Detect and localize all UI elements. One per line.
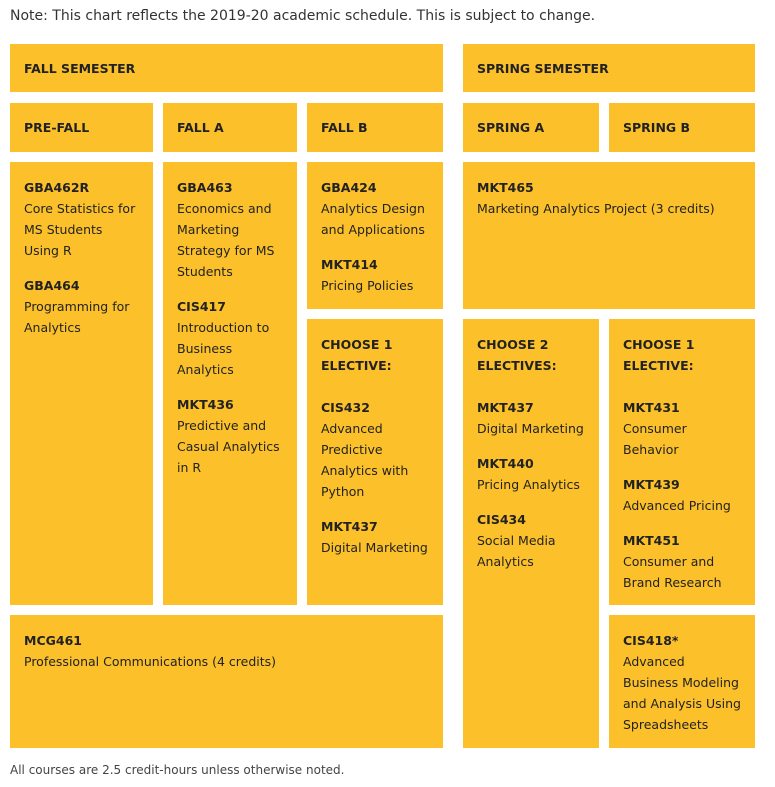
course-code: CIS434: [477, 512, 526, 527]
course-code: GBA463: [177, 180, 233, 195]
course-name: Social Media Analytics: [477, 533, 556, 569]
course-item: MKT414 Pricing Policies: [321, 254, 429, 296]
spring-semester-header: SPRING SEMESTER: [463, 44, 755, 92]
course-item: MKT439 Advanced Pricing: [623, 474, 741, 516]
course-code: MKT465: [477, 180, 534, 195]
schedule-note: Note: This chart reflects the 2019-20 ac…: [10, 8, 596, 24]
course-item: CIS418* Advanced Business Modeling and A…: [623, 630, 743, 735]
spring-b-label: SPRING B: [623, 120, 691, 135]
course-name: Programming for Analytics: [24, 299, 130, 335]
course-code: CIS417: [177, 299, 226, 314]
course-name: Pricing Policies: [321, 278, 414, 293]
elective-heading: CHOOSE 2 ELECTIVES:: [477, 337, 557, 373]
fall-wide-course: MCG461 Professional Communications (4 cr…: [10, 615, 443, 748]
fall-b-header: FALL B: [307, 103, 443, 152]
course-code: MKT451: [623, 533, 680, 548]
course-code: MKT440: [477, 456, 534, 471]
spring-b-electives: CHOOSE 1 ELECTIVE: MKT431 Consumer Behav…: [609, 319, 755, 605]
course-name: Digital Marketing: [321, 540, 428, 555]
course-name: Digital Marketing: [477, 421, 584, 436]
course-code: CIS418*: [623, 633, 679, 648]
spring-a-electives: CHOOSE 2 ELECTIVES: MKT437 Digital Marke…: [463, 319, 599, 748]
course-code: MKT436: [177, 397, 234, 412]
pre-fall-courses: GBA462R Core Statistics for MS Students …: [10, 162, 153, 605]
course-name: Professional Communications (4 credits): [24, 654, 277, 669]
course-name: Consumer and Brand Research: [623, 554, 722, 590]
course-name: Predictive and Casual Analytics in R: [177, 418, 280, 475]
course-item: MKT437 Digital Marketing: [477, 397, 585, 439]
spring-b-header: SPRING B: [609, 103, 755, 152]
course-item: GBA424 Analytics Design and Applications: [321, 177, 429, 240]
course-name: Consumer Behavior: [623, 421, 687, 457]
credit-footnote: All courses are 2.5 credit-hours unless …: [10, 763, 345, 777]
course-code: MKT439: [623, 477, 680, 492]
course-item: MKT436 Predictive and Casual Analytics i…: [177, 394, 283, 478]
course-item: MKT465 Marketing Analytics Project (3 cr…: [477, 177, 745, 219]
spring-b-extra-course: CIS418* Advanced Business Modeling and A…: [609, 615, 755, 748]
course-name: Core Statistics for MS Students Using R: [24, 201, 136, 258]
fall-b-label: FALL B: [321, 120, 368, 135]
spring-semester-label: SPRING SEMESTER: [477, 60, 609, 76]
spring-core-courses: MKT465 Marketing Analytics Project (3 cr…: [463, 162, 755, 309]
course-item: MCG461 Professional Communications (4 cr…: [24, 630, 433, 672]
course-code: GBA424: [321, 180, 377, 195]
course-name: Advanced Business Modeling and Analysis …: [623, 654, 741, 732]
fall-a-courses: GBA463 Economics and Marketing Strategy …: [163, 162, 297, 605]
course-code: MKT414: [321, 257, 378, 272]
course-name: Marketing Analytics Project (3 credits): [477, 201, 715, 216]
course-item: CIS417 Introduction to Business Analytic…: [177, 296, 283, 380]
course-item: CIS432 Advanced Predictive Analytics wit…: [321, 397, 429, 502]
fall-a-label: FALL A: [177, 120, 224, 135]
course-item: GBA463 Economics and Marketing Strategy …: [177, 177, 283, 282]
fall-b-courses: GBA424 Analytics Design and Applications…: [307, 162, 443, 309]
elective-heading: CHOOSE 1 ELECTIVE:: [321, 337, 393, 373]
course-name: Pricing Analytics: [477, 477, 580, 492]
course-code: GBA462R: [24, 180, 90, 195]
course-name: Advanced Pricing: [623, 498, 731, 513]
course-item: CIS434 Social Media Analytics: [477, 509, 585, 572]
course-item: MKT440 Pricing Analytics: [477, 453, 585, 495]
course-item: GBA464 Programming for Analytics: [24, 275, 139, 338]
course-code: MKT431: [623, 400, 680, 415]
course-code: MKT437: [321, 519, 378, 534]
spring-a-label: SPRING A: [477, 120, 545, 135]
course-name: Economics and Marketing Strategy for MS …: [177, 201, 275, 279]
course-item: GBA462R Core Statistics for MS Students …: [24, 177, 139, 261]
course-item: MKT437 Digital Marketing: [321, 516, 429, 558]
course-code: MCG461: [24, 633, 82, 648]
pre-fall-label: PRE-FALL: [24, 120, 90, 135]
course-item: MKT451 Consumer and Brand Research: [623, 530, 741, 593]
fall-semester-label: FALL SEMESTER: [24, 60, 136, 76]
spring-a-header: SPRING A: [463, 103, 599, 152]
course-code: GBA464: [24, 278, 80, 293]
course-code: MKT437: [477, 400, 534, 415]
course-name: Analytics Design and Applications: [321, 201, 425, 237]
fall-a-header: FALL A: [163, 103, 297, 152]
fall-semester-header: FALL SEMESTER: [10, 44, 443, 92]
course-code: CIS432: [321, 400, 370, 415]
course-name: Advanced Predictive Analytics with Pytho…: [321, 421, 409, 499]
fall-b-electives: CHOOSE 1 ELECTIVE: CIS432 Advanced Predi…: [307, 319, 443, 605]
elective-heading: CHOOSE 1 ELECTIVE:: [623, 337, 695, 373]
course-name: Introduction to Business Analytics: [177, 320, 270, 377]
course-item: MKT431 Consumer Behavior: [623, 397, 741, 460]
pre-fall-header: PRE-FALL: [10, 103, 153, 152]
